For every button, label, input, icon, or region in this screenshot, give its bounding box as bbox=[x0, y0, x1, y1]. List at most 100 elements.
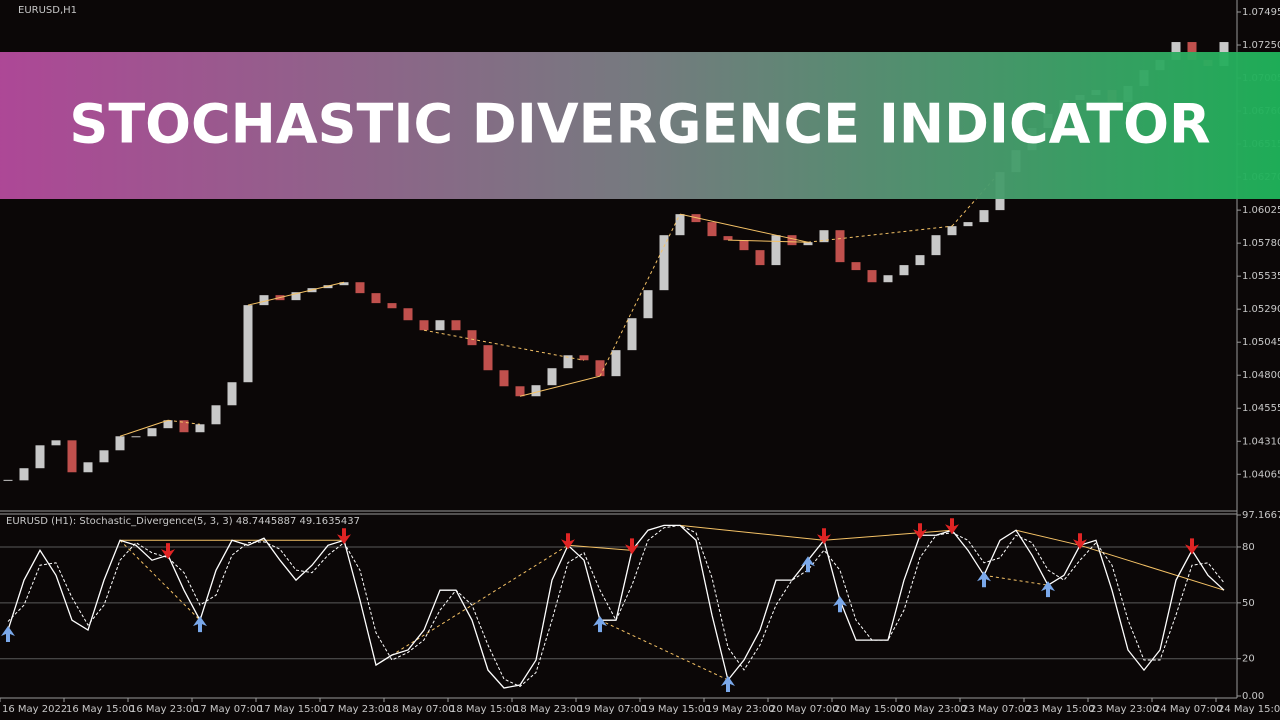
buy-arrow bbox=[833, 596, 847, 613]
candle bbox=[771, 235, 781, 266]
candle bbox=[403, 308, 413, 321]
y-tick-label: 1.04310 bbox=[1242, 436, 1280, 447]
x-tick-label: 18 May 07:00 bbox=[386, 704, 455, 715]
x-tick-label: 20 May 07:00 bbox=[770, 704, 839, 715]
candle bbox=[163, 420, 173, 429]
y-tick-label: 1.07250 bbox=[1242, 40, 1280, 51]
buy-arrow bbox=[721, 675, 735, 692]
symbol-label: EURUSD,H1 bbox=[18, 5, 77, 16]
candle bbox=[595, 360, 605, 377]
x-tick-label: 24 May 15:00 bbox=[1218, 704, 1280, 715]
x-tick-label: 19 May 15:00 bbox=[642, 704, 711, 715]
x-tick-label: 17 May 15:00 bbox=[258, 704, 327, 715]
divergence-line bbox=[375, 544, 569, 666]
candle bbox=[579, 355, 589, 361]
divergence-line bbox=[823, 529, 953, 541]
y-tick-label: 1.07495 bbox=[1242, 7, 1280, 18]
candle bbox=[243, 305, 253, 383]
sell-arrow bbox=[817, 528, 831, 545]
divergence-line bbox=[247, 281, 345, 306]
divergence-line bbox=[679, 213, 809, 243]
y-tick-label: 1.04065 bbox=[1242, 469, 1280, 480]
divergence-line bbox=[567, 544, 633, 551]
candle bbox=[131, 436, 141, 438]
candle bbox=[723, 236, 733, 241]
candle bbox=[483, 345, 493, 371]
buy-arrow bbox=[1, 626, 15, 643]
candle bbox=[835, 230, 845, 263]
divergence-line bbox=[167, 419, 201, 425]
candle bbox=[435, 320, 445, 331]
divergence-line bbox=[1015, 529, 1081, 546]
candle bbox=[195, 424, 205, 433]
buy-arrow bbox=[977, 571, 991, 588]
candle bbox=[1187, 42, 1197, 60]
candle bbox=[915, 255, 925, 266]
candle bbox=[355, 282, 365, 294]
candle bbox=[739, 240, 749, 251]
y-tick-label: 1.06025 bbox=[1242, 205, 1280, 216]
divergence-line bbox=[679, 524, 825, 541]
x-tick-label: 16 May 15:00 bbox=[66, 704, 135, 715]
candle bbox=[963, 222, 973, 227]
candle bbox=[227, 382, 237, 406]
y-tick-label: 1.04555 bbox=[1242, 403, 1280, 414]
y-tick-label: 80 bbox=[1242, 542, 1255, 553]
candle bbox=[339, 282, 349, 286]
x-tick-label: 17 May 23:00 bbox=[322, 704, 391, 715]
candle bbox=[547, 368, 557, 386]
candle bbox=[499, 370, 509, 387]
candle bbox=[531, 385, 541, 397]
candle bbox=[19, 468, 29, 481]
y-tick-label: 1.05045 bbox=[1242, 337, 1280, 348]
candle bbox=[659, 235, 669, 291]
candle bbox=[83, 462, 93, 473]
candle bbox=[979, 210, 989, 223]
divergence-line bbox=[599, 213, 681, 377]
x-tick-label: 18 May 15:00 bbox=[450, 704, 519, 715]
candle bbox=[387, 303, 397, 309]
buy-arrow bbox=[801, 556, 815, 573]
candle bbox=[675, 214, 685, 236]
candle bbox=[419, 320, 429, 331]
banner: STOCHASTIC DIVERGENCE INDICATOR bbox=[0, 52, 1280, 199]
y-tick-label: 0.00 bbox=[1242, 691, 1264, 702]
divergence-line bbox=[119, 419, 169, 437]
candle bbox=[819, 230, 829, 243]
banner-title: STOCHASTIC DIVERGENCE INDICATOR bbox=[69, 93, 1210, 156]
divergence-line bbox=[727, 239, 809, 243]
candle bbox=[515, 386, 525, 397]
candle bbox=[883, 275, 893, 283]
candle bbox=[211, 405, 221, 425]
candle bbox=[35, 445, 45, 469]
candle bbox=[643, 290, 653, 319]
x-tick-label: 16 May 2022 bbox=[2, 704, 67, 715]
x-tick-label: 18 May 23:00 bbox=[514, 704, 583, 715]
candle bbox=[147, 428, 157, 437]
candle bbox=[851, 262, 861, 271]
x-tick-label: 19 May 07:00 bbox=[578, 704, 647, 715]
banner-background bbox=[0, 52, 1280, 199]
x-tick-label: 23 May 15:00 bbox=[1026, 704, 1095, 715]
buy-arrow bbox=[1041, 581, 1055, 598]
divergence-line bbox=[983, 574, 1049, 586]
sell-arrow bbox=[1185, 538, 1199, 555]
candle bbox=[99, 450, 109, 463]
stochastic-line bbox=[7, 524, 1225, 688]
candle bbox=[627, 318, 637, 351]
sell-arrow bbox=[1073, 533, 1087, 550]
sell-arrow bbox=[561, 533, 575, 550]
candle bbox=[787, 235, 797, 246]
divergence-line bbox=[1079, 544, 1225, 591]
y-tick-label: 1.05535 bbox=[1242, 271, 1280, 282]
candle bbox=[451, 320, 461, 331]
x-tick-label: 23 May 23:00 bbox=[1090, 704, 1159, 715]
y-tick-label: 1.05780 bbox=[1242, 238, 1280, 249]
candle bbox=[947, 226, 957, 236]
candle bbox=[467, 330, 477, 346]
x-tick-label: 23 May 07:00 bbox=[962, 704, 1031, 715]
sell-arrow bbox=[945, 518, 959, 535]
candle bbox=[115, 436, 125, 451]
candle bbox=[931, 235, 941, 256]
y-tick-label: 50 bbox=[1242, 598, 1255, 609]
